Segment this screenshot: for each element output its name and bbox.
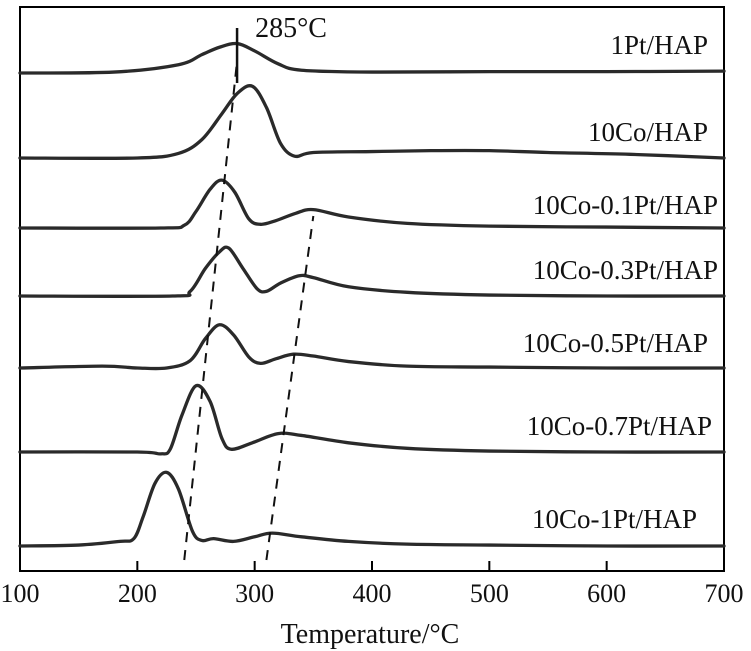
x-tick-label-200: 200: [118, 579, 157, 608]
series-label-1: 1Pt/HAP: [610, 30, 708, 60]
series-line-7: [18, 470, 726, 548]
x-tick-label-500: 500: [470, 579, 509, 608]
peak-annotation-text: 285°C: [255, 13, 327, 44]
x-tick-label-400: 400: [353, 579, 392, 608]
series-line-5: [18, 323, 726, 371]
x-tick-label-300: 300: [235, 579, 274, 608]
series-label-6: 10Co-0.7Pt/HAP: [527, 411, 712, 441]
series-label-5: 10Co-0.5Pt/HAP: [523, 328, 708, 358]
series-line-6: [18, 383, 726, 456]
guide-line-1: [183, 60, 239, 561]
series-line-4: [18, 245, 726, 298]
series-line-1: [18, 41, 726, 75]
x-tick-label-100: 100: [1, 579, 40, 608]
x-tick-label-700: 700: [705, 579, 744, 608]
series-line-3: [18, 178, 726, 230]
series-label-4: 10Co-0.3Pt/HAP: [533, 255, 718, 285]
guide-line-2: [265, 215, 315, 561]
x-axis-title: Temperature/°C: [281, 619, 460, 650]
x-tick-label-600: 600: [587, 579, 626, 608]
series-label-7: 10Co-1Pt/HAP: [532, 504, 697, 534]
series-line-2: [18, 84, 726, 160]
series-label-2: 10Co/HAP: [588, 117, 708, 147]
series-label-3: 10Co-0.1Pt/HAP: [533, 190, 718, 220]
